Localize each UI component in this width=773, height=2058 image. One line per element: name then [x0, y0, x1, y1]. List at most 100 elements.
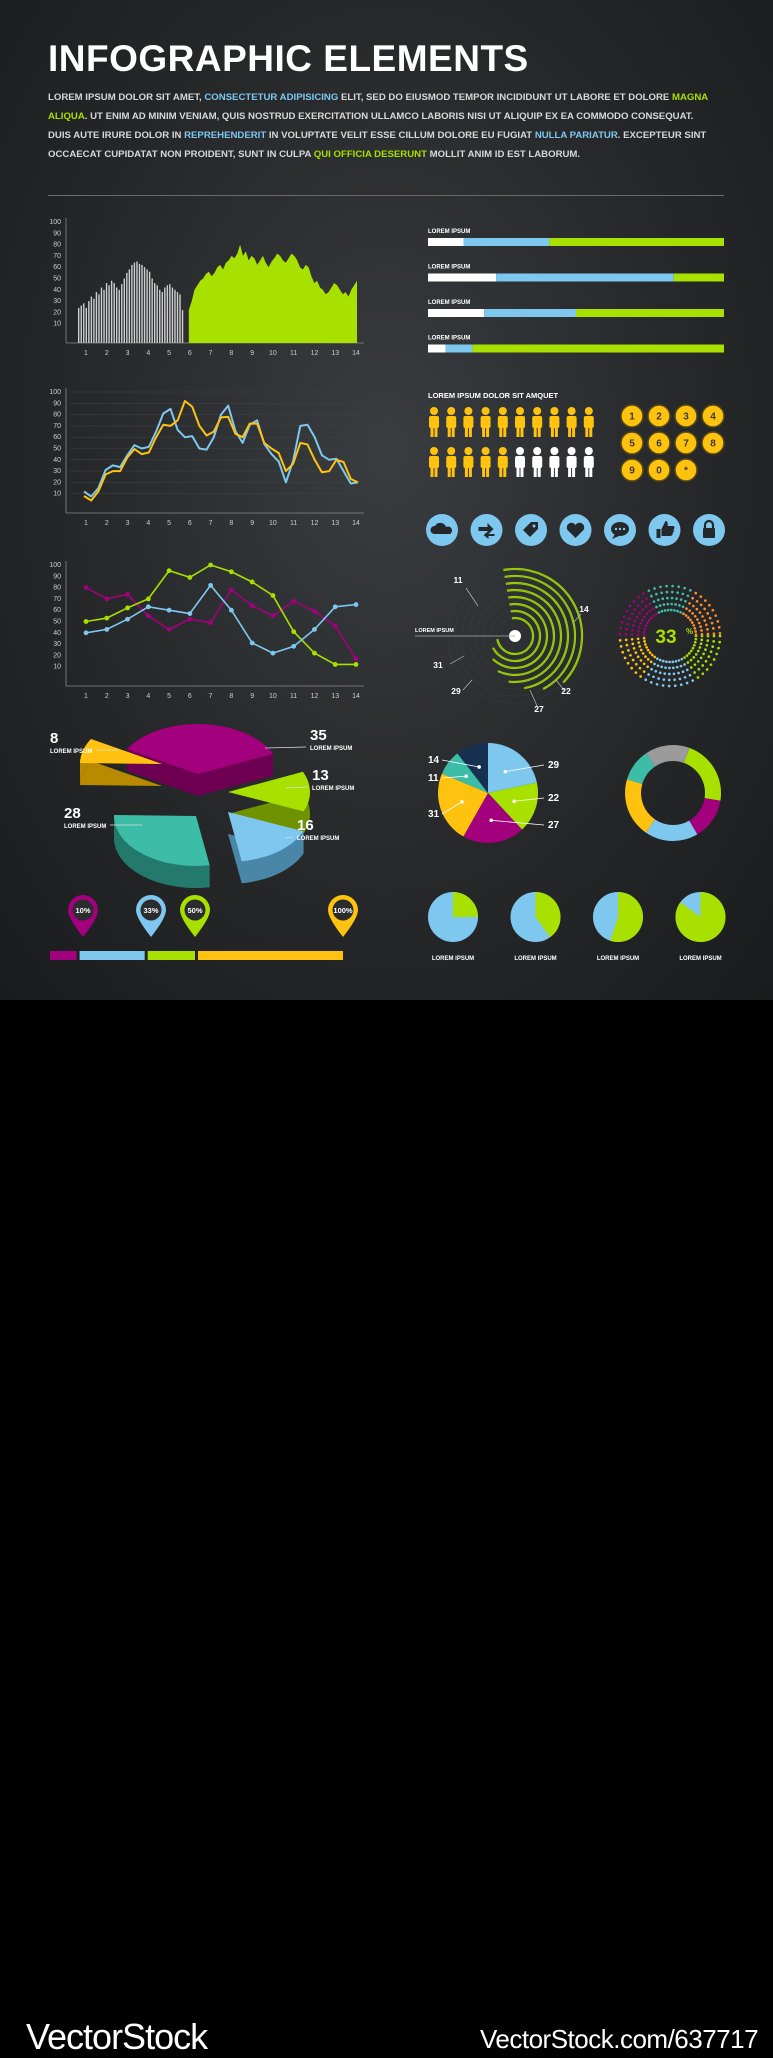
person-leg [468, 427, 472, 437]
person-head [567, 407, 576, 415]
gauge-dot [712, 632, 716, 636]
line-chart-a-x-tick: 8 [229, 520, 233, 527]
divider [48, 195, 724, 196]
gray-bar [164, 287, 166, 343]
radial-number: 14 [579, 604, 589, 614]
gauge-dot [671, 584, 674, 588]
line-chart-b-y-tick: 10 [53, 664, 61, 671]
gauge-dot [644, 624, 648, 628]
person-head [430, 407, 438, 415]
gauge-dot [666, 602, 670, 606]
keypad-key [647, 458, 671, 482]
area-chart-x-tick: 1 [84, 350, 88, 357]
keypad-key [674, 404, 698, 428]
data-point-purple [187, 616, 193, 622]
pie-leader [441, 775, 467, 779]
person-leg [486, 467, 490, 477]
gauge-dot [697, 621, 701, 625]
person-head [481, 407, 490, 415]
person-head [550, 447, 559, 455]
person-body [532, 416, 543, 428]
gauge-dot [678, 604, 681, 607]
gauge-dot [630, 612, 634, 616]
gauge-dot [645, 597, 649, 601]
area-chart-x-tick: 12 [311, 350, 319, 357]
gauge-dot [667, 678, 671, 682]
data-point-purple [353, 656, 359, 662]
pie3d-value: 16 [297, 817, 314, 834]
radial-ring [497, 595, 556, 677]
person-leg [451, 427, 455, 437]
line-chart-b-y-tick: 30 [53, 641, 61, 648]
gauge-dot [653, 587, 656, 590]
line-chart-a-y-tick: 90 [53, 400, 61, 407]
pie3d-slice [80, 739, 162, 764]
data-point-green [83, 619, 89, 624]
gray-bar [161, 292, 163, 343]
donut-segment [645, 819, 698, 841]
gauge-dot [673, 609, 676, 612]
gray-bar [128, 269, 131, 343]
gauge-dot [658, 604, 662, 607]
line-chart-b-x-tick: 4 [146, 693, 150, 700]
gray-bar [171, 287, 174, 343]
person-leg [550, 467, 554, 477]
gauge-dot [718, 634, 722, 638]
person-body [446, 416, 457, 428]
person-leg [430, 467, 434, 477]
data-point-blue [353, 602, 359, 607]
keypad-key-label: 3 [683, 412, 689, 423]
keypad-key-label: 7 [683, 439, 689, 450]
data-point-blue [270, 650, 276, 656]
gauge-dot [670, 590, 674, 594]
gauge-dot [644, 605, 648, 608]
person-head [584, 407, 593, 415]
pie-value: 27 [548, 820, 560, 831]
gauge-dot [631, 658, 635, 662]
gauge-dot [704, 599, 707, 602]
person-leg [516, 427, 520, 437]
pie-slice [463, 793, 523, 843]
gray-bar [126, 272, 128, 343]
gauge-dot [683, 675, 687, 679]
gauge-dot [695, 607, 699, 611]
mini-pie-slice [610, 892, 643, 942]
gauge-dot [637, 629, 640, 633]
gauge-dot [706, 632, 710, 636]
gauge-dot [700, 632, 704, 636]
gauge-dot [661, 684, 665, 687]
person-head [516, 407, 524, 415]
data-point-blue [208, 582, 214, 588]
green-area [188, 244, 358, 343]
person-head [464, 447, 473, 455]
person-head [447, 447, 456, 455]
person-leg [554, 427, 558, 437]
gauge-dot [701, 672, 705, 676]
person-icon [549, 407, 560, 437]
people-chart-title: LOREM IPSUM DOLOR SIT AMQUET [428, 391, 559, 400]
radial-ring [505, 581, 570, 690]
gauge-dot [694, 630, 697, 633]
pie-value: 11 [428, 773, 439, 784]
data-point-purple [332, 623, 338, 629]
gray-bar [95, 292, 98, 343]
pie3d-slice-rim [241, 831, 304, 884]
person-body [583, 456, 594, 468]
gauge-dot [658, 671, 662, 675]
gauge-dot [638, 666, 642, 670]
gauge-dot [626, 622, 630, 626]
gauge-dot [634, 651, 638, 655]
radial-number: 11 [454, 575, 463, 585]
gauge-dot [693, 627, 697, 630]
gauge-dot [670, 596, 674, 600]
gauge-dot [691, 596, 695, 600]
gauge-dot [662, 678, 666, 681]
gray-bar [100, 287, 103, 343]
gauge-dot [663, 609, 667, 612]
mini-pie-slice [535, 892, 561, 938]
line-chart-b-y-tick: 100 [49, 562, 61, 569]
gauge-dot [649, 660, 653, 664]
person-leg [482, 427, 486, 437]
gray-bar [110, 280, 113, 343]
person-leg [464, 467, 468, 477]
